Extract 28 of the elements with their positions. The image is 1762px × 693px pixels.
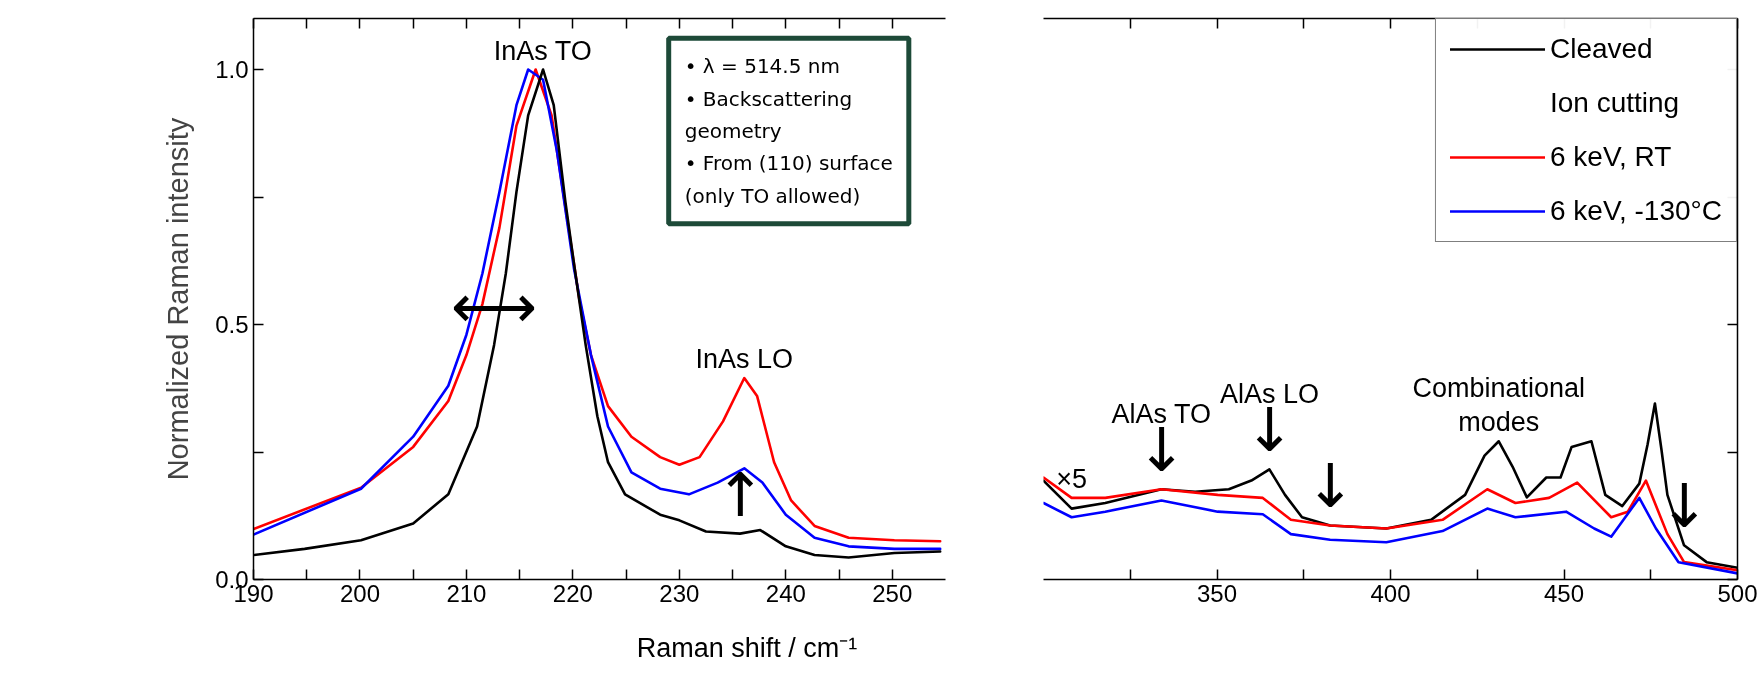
annotation: InAs TO — [493, 35, 592, 66]
annotation: • From (110) surface (only TO allowed) — [684, 151, 893, 208]
annotation: Combinational modes — [1412, 372, 1586, 438]
x-tick-label: 500 — [1717, 579, 1758, 607]
y-axis-title: Normalized Raman intensity — [162, 117, 195, 481]
annotation: InAs LO — [695, 344, 794, 375]
x-tick-label: 210 — [446, 579, 487, 607]
legend-label: 6 keV, -130°C — [1549, 195, 1722, 227]
x-tick-label: 240 — [765, 579, 806, 607]
x-tick-label: 450 — [1543, 579, 1585, 607]
annotation: ×5 — [1056, 463, 1088, 494]
y-tick-label: 1.0 — [215, 56, 249, 83]
annotation: ↑ — [714, 459, 766, 530]
legend-label: Cleaved — [1549, 33, 1653, 65]
x-tick-label: 200 — [339, 579, 380, 607]
legend-label: 6 keV, RT — [1549, 141, 1672, 173]
x-tick-label: 220 — [552, 579, 593, 607]
legend-title: Ion cutting — [1549, 87, 1680, 119]
x-axis-title: Raman shift / cm⁻¹ — [636, 632, 858, 665]
annotation: ↓ — [1304, 451, 1356, 522]
annotation: • λ = 514.5 nm — [684, 54, 840, 79]
x-tick-label: 250 — [872, 579, 913, 607]
annotation: • Backscattering geometry — [684, 86, 853, 143]
x-tick-label: 350 — [1196, 579, 1238, 607]
y-tick-label: 0.5 — [215, 311, 249, 338]
x-tick-label: 230 — [659, 579, 700, 607]
annotation: ↓ — [1658, 471, 1710, 542]
x-tick-label: 400 — [1370, 579, 1411, 607]
